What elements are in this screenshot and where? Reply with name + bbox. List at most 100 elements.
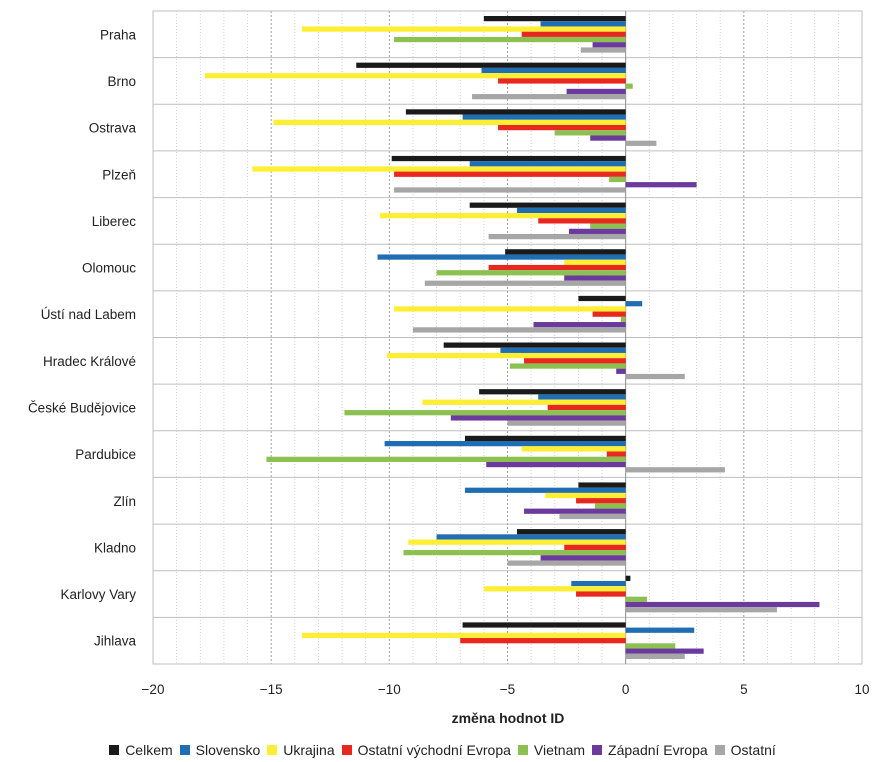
bar-celkem-6	[578, 295, 626, 302]
bar-ostatní-východní-evropa-12	[576, 591, 626, 597]
bar-slovensko-11	[436, 534, 626, 540]
x-tick-label: 5	[740, 682, 748, 697]
plot-frame	[152, 10, 863, 665]
bar-ostatní-9	[625, 467, 725, 473]
legend-item: Západní Evropa	[592, 742, 708, 758]
bar-celkem-8	[479, 389, 626, 395]
category-label: Praha	[100, 27, 137, 42]
bar-ukrajina-9	[521, 446, 626, 452]
bar-západní-evropa-11	[540, 555, 626, 561]
bar-ukrajina-1	[204, 73, 626, 79]
bar-západní-evropa-13	[625, 648, 704, 654]
bar-ostatní-1	[472, 94, 626, 100]
bar-celkem-3	[391, 155, 626, 162]
bar-ukrajina-8	[422, 399, 626, 405]
x-tick-label: 10	[854, 682, 869, 697]
bar-ostatní-4	[488, 233, 626, 240]
bar-ostatní-východní-evropa-13	[460, 638, 626, 644]
bar-slovensko-1	[481, 67, 626, 74]
category-label: Jihlava	[94, 634, 137, 649]
bar-slovensko-6	[625, 301, 643, 307]
bar-ostatní-východní-evropa-9	[606, 451, 626, 457]
bar-celkem-10	[578, 482, 626, 488]
bar-ostatní-7	[625, 373, 685, 380]
bar-slovensko-8	[538, 394, 626, 400]
bar-slovensko-0	[540, 21, 626, 27]
x-tick-label: −5	[500, 682, 515, 697]
bar-ostatní-8	[507, 420, 626, 426]
bar-ostatní-východní-evropa-7	[524, 358, 626, 364]
bar-vietnam-3	[609, 176, 626, 183]
category-label: Zlín	[113, 494, 136, 509]
legend-label: Ostatní východní Evropa	[357, 742, 511, 758]
bar-ostatní-východní-evropa-11	[564, 544, 626, 551]
bar-celkem-13	[462, 622, 626, 628]
category-labels: Praha Brno Ostrava Plzeň Liberec Olomouc Ústí …	[28, 27, 137, 648]
bars	[204, 16, 820, 659]
bar-západní-evropa-2	[590, 135, 626, 141]
bar-celkem-4	[469, 202, 626, 208]
bar-celkem-12	[625, 575, 631, 581]
legend-item: Vietnam	[517, 742, 586, 758]
bar-vietnam-7	[509, 363, 626, 369]
bar-celkem-5	[505, 249, 626, 255]
legend-label: Vietnam	[533, 742, 586, 758]
bar-celkem-0	[483, 16, 626, 22]
bar-celkem-7	[443, 342, 626, 348]
legend-item: Slovensko	[179, 742, 260, 758]
legend-label: Ukrajina	[283, 742, 335, 758]
x-tick-label: 0	[622, 682, 630, 697]
bar-celkem-11	[516, 529, 626, 535]
bar-slovensko-12	[571, 580, 626, 587]
category-label: Plzeň	[102, 167, 136, 182]
category-label: Brno	[107, 74, 136, 89]
bar-vietnam-4	[590, 223, 626, 229]
bar-ukrajina-10	[545, 492, 626, 499]
bar-slovensko-4	[516, 207, 626, 214]
category-label: Ostrava	[89, 121, 137, 136]
bar-ostatní-2	[625, 140, 657, 146]
bar-ukrajina-0	[301, 26, 626, 32]
bar-ostatní-východní-evropa-8	[547, 404, 626, 411]
bar-ukrajina-13	[301, 632, 626, 639]
legend-swatch	[267, 745, 278, 755]
x-tick-label: −10	[378, 682, 401, 697]
bar-západní-evropa-12	[625, 601, 820, 608]
bar-vietnam-10	[594, 503, 626, 509]
bar-ukrajina-7	[386, 352, 626, 359]
grid	[152, 10, 863, 665]
bar-celkem-2	[405, 109, 626, 115]
legend-swatch	[179, 745, 190, 755]
legend-swatch	[341, 745, 352, 755]
bar-ostatní-východní-evropa-0	[521, 31, 626, 37]
bar-západní-evropa-6	[533, 322, 626, 328]
legend-swatch	[517, 745, 528, 755]
x-axis-title: změna hodnot ID	[452, 710, 565, 726]
bar-slovensko-7	[500, 347, 626, 353]
bar-ukrajina-12	[483, 586, 626, 592]
bar-ukrajina-3	[252, 166, 626, 172]
bar-západní-evropa-1	[566, 88, 626, 95]
bar-ostatní-6	[412, 327, 626, 333]
legend-item: Ostatní	[714, 742, 776, 758]
legend-item: Ukrajina	[267, 742, 335, 758]
legend: Celkem Slovensko Ukrajina Ostatní východní …	[0, 738, 885, 762]
bar-slovensko-2	[462, 114, 626, 120]
bar-ostatní-východní-evropa-4	[538, 218, 626, 224]
bar-vietnam-11	[403, 550, 626, 556]
x-tick-label: −20	[142, 682, 165, 697]
bar-ostatní-10	[559, 513, 626, 520]
bar-slovensko-13	[625, 627, 695, 633]
bar-vietnam-2	[554, 130, 626, 136]
bar-vietnam-0	[394, 36, 626, 43]
category-label: Kladno	[94, 540, 136, 555]
x-tick-label: −15	[260, 682, 283, 697]
bar-slovensko-9	[384, 441, 626, 447]
bar-ostatní-východní-evropa-1	[498, 78, 626, 84]
bar-vietnam-5	[436, 270, 626, 276]
bar-západní-evropa-7	[616, 368, 626, 374]
bar-ostatní-11	[507, 560, 626, 566]
bar-vietnam-12	[625, 596, 647, 602]
tick-labels: −20 −15 −10 −5 0 5 10	[142, 682, 870, 697]
